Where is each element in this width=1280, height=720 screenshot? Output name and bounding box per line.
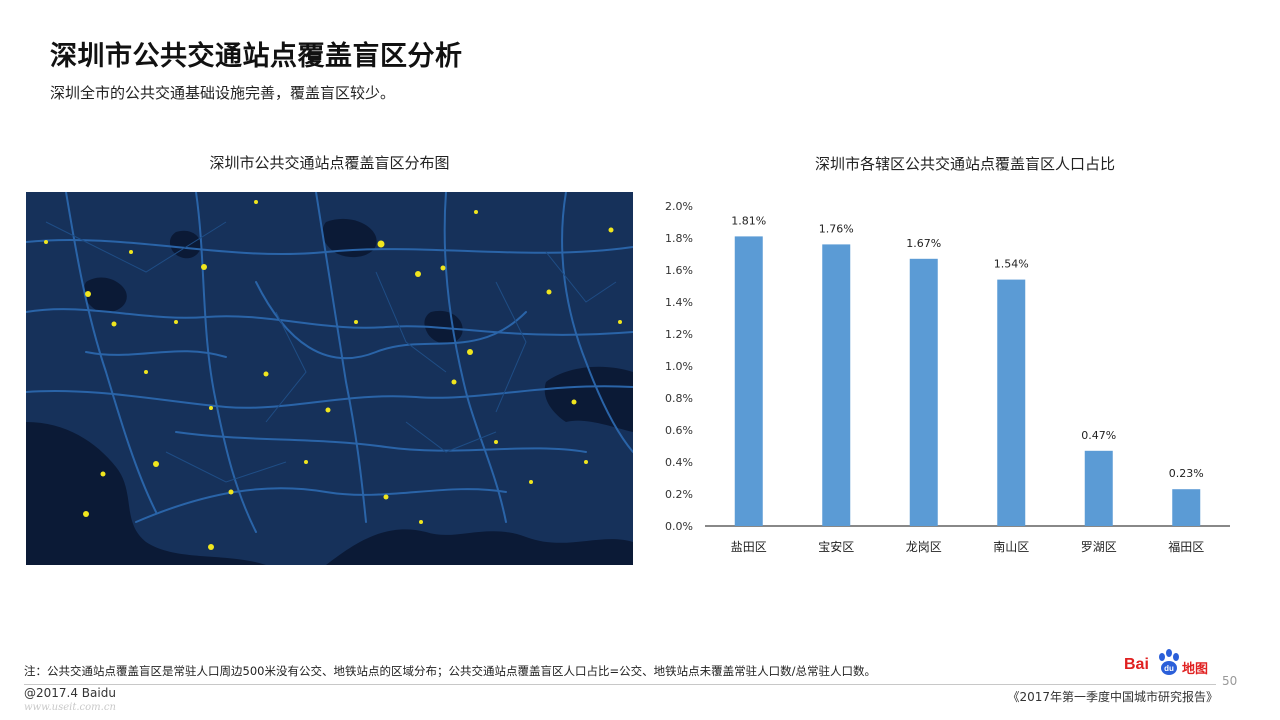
map-reservoir-2 bbox=[322, 218, 377, 258]
y-tick-label: 0.0% bbox=[665, 520, 693, 533]
paw-icon: du bbox=[1159, 649, 1179, 675]
bar-4 bbox=[1084, 450, 1113, 526]
map-title: 深圳市公共交通站点覆盖盲区分布图 bbox=[209, 154, 450, 172]
map-graphic bbox=[26, 192, 633, 565]
page-subtitle: 深圳全市的公共交通基础设施完善，覆盖盲区较少。 bbox=[50, 84, 396, 102]
x-tick-label: 盐田区 bbox=[731, 540, 767, 554]
map-water-east bbox=[544, 366, 633, 432]
y-tick-label: 1.6% bbox=[665, 264, 693, 277]
chart-title: 深圳市各辖区公共交通站点覆盖盲区人口占比 bbox=[814, 155, 1115, 173]
blindspot-map bbox=[26, 192, 633, 565]
map-reservoir-4 bbox=[169, 230, 201, 259]
map-water-bay bbox=[26, 422, 266, 565]
map-reservoir-1 bbox=[83, 277, 127, 313]
y-tick-label: 2.0% bbox=[665, 200, 693, 213]
bar-value-label: 0.23% bbox=[1169, 467, 1204, 480]
footnote: 注：公共交通站点覆盖盲区是常驻人口周边500米没有公交、地铁站点的区域分布；公共… bbox=[24, 664, 876, 678]
bar-2 bbox=[909, 258, 938, 526]
x-tick-label: 福田区 bbox=[1168, 539, 1204, 554]
y-tick-label: 1.8% bbox=[665, 232, 693, 245]
watermark: www.useit.com.cn bbox=[24, 702, 116, 713]
footer-divider bbox=[24, 684, 1216, 685]
bar-value-label: 1.81% bbox=[731, 214, 766, 227]
bar-1 bbox=[822, 244, 851, 526]
page-number: 50 bbox=[1222, 674, 1238, 688]
x-tick-label: 南山区 bbox=[993, 539, 1029, 554]
bar-3 bbox=[997, 279, 1026, 526]
y-tick-label: 1.2% bbox=[665, 328, 693, 341]
logo-du-text: du bbox=[1164, 664, 1174, 673]
x-tick-label: 罗湖区 bbox=[1081, 539, 1117, 554]
copyright: @2017.4 Baidu bbox=[24, 686, 116, 700]
y-tick-label: 1.4% bbox=[665, 296, 693, 309]
page-title: 深圳市公共交通站点覆盖盲区分析 bbox=[50, 41, 463, 72]
map-minor-roads bbox=[45, 221, 617, 483]
bar-value-label: 1.67% bbox=[906, 237, 941, 250]
bar-value-label: 1.54% bbox=[994, 258, 1029, 271]
x-tick-label: 宝安区 bbox=[818, 539, 854, 554]
logo-map-text: 地图 bbox=[1182, 662, 1209, 677]
baidu-map-logo: Bai du 地图 bbox=[1124, 648, 1214, 678]
bar-value-label: 1.76% bbox=[819, 222, 854, 235]
bar-5 bbox=[1172, 489, 1201, 526]
y-tick-label: 0.4% bbox=[665, 456, 693, 469]
y-tick-label: 1.0% bbox=[665, 360, 693, 373]
y-tick-label: 0.8% bbox=[665, 392, 693, 405]
y-tick-label: 0.6% bbox=[665, 424, 693, 437]
map-roads bbox=[26, 192, 633, 533]
map-blindspots bbox=[44, 200, 622, 550]
y-tick-label: 0.2% bbox=[665, 488, 693, 501]
logo-bai-text: Bai bbox=[1124, 656, 1149, 673]
report-name: 《2017年第一季度中国城市研究报告》 bbox=[1007, 690, 1218, 704]
bar-0 bbox=[734, 236, 763, 526]
bar-value-label: 0.47% bbox=[1081, 429, 1116, 442]
map-water-south bbox=[326, 529, 633, 565]
x-tick-label: 龙岗区 bbox=[906, 540, 942, 554]
